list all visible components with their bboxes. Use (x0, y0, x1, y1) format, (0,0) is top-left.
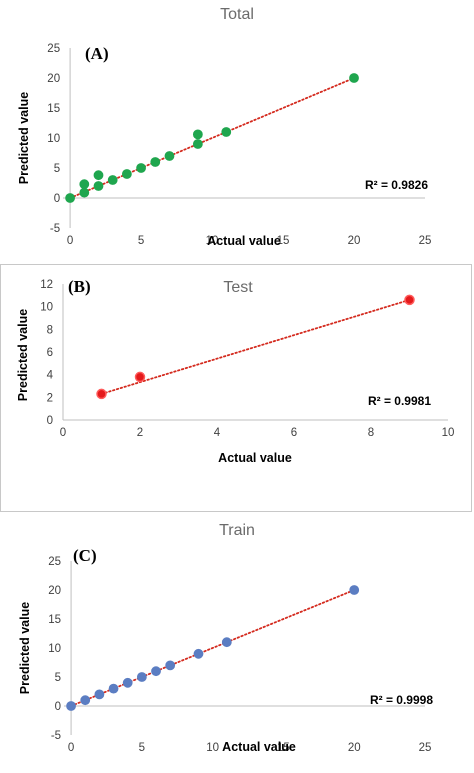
x-tick-label: 0 (68, 742, 74, 754)
x-tick-label: 25 (419, 235, 432, 247)
x-tick-label: 4 (214, 427, 221, 439)
data-point (107, 175, 118, 185)
y-tick-label: 20 (48, 585, 61, 597)
data-point (94, 689, 105, 700)
x-tick-label: 5 (139, 742, 145, 754)
trendline (100, 298, 411, 395)
chart-train: Train (C) 0 5 10 15 20 25 -5 0 5 10 15 20 25 Actual val… (18, 522, 433, 754)
r-squared-label: R² = 0.9981 (368, 394, 431, 408)
y-tick-label: -5 (51, 730, 61, 742)
y-tick-label: -5 (50, 223, 60, 235)
panel-test: Test (B) 0 2 4 6 8 10 0 2 4 6 8 10 12 Actual value Predi… (0, 264, 472, 512)
y-tick-label: 0 (54, 193, 60, 205)
data-point (192, 139, 203, 149)
data-point (93, 181, 104, 191)
chart-title: Train (219, 522, 255, 539)
chart-title: Total (220, 6, 254, 23)
panel-label: (C) (73, 546, 97, 565)
x-tick-label: 6 (291, 427, 297, 439)
panel-train: Train (C) 0 5 10 15 20 25 -5 0 5 10 15 20 25 Actual val… (0, 518, 474, 773)
x-tick-label: 25 (419, 742, 432, 754)
y-tick-label: 4 (47, 370, 54, 382)
y-tick-label: 25 (47, 43, 60, 55)
x-axis-label: Actual value (222, 740, 296, 754)
y-axis-label: Predicted value (17, 92, 31, 184)
chart-test: Test (B) 0 2 4 6 8 10 0 2 4 6 8 10 12 Actual value Predi… (16, 277, 455, 465)
data-point (80, 695, 91, 706)
x-tick-label: 15 (277, 235, 290, 247)
data-point (221, 637, 232, 648)
y-tick-label: 0 (47, 415, 53, 427)
data-point (349, 73, 359, 83)
x-tick-label: 20 (348, 742, 361, 754)
y-tick-label: 10 (48, 643, 61, 655)
y-tick-label: 6 (47, 347, 53, 359)
data-point (150, 157, 161, 167)
data-point (404, 294, 415, 306)
trendline (69, 77, 355, 199)
data-point (65, 193, 75, 203)
y-tick-label: 5 (55, 672, 61, 684)
y-tick-label: 5 (54, 163, 60, 175)
x-tick-label: 0 (67, 235, 73, 247)
x-tick-label: 15 (277, 742, 290, 754)
data-point (221, 127, 232, 137)
r-squared-label: R² = 0.9998 (370, 693, 433, 707)
data-point (79, 187, 90, 198)
x-tick-label: 5 (138, 235, 144, 247)
panel-label: (A) (85, 44, 109, 63)
data-point (93, 170, 104, 181)
data-point (79, 179, 90, 190)
data-point (193, 648, 204, 659)
x-tick-label: 10 (442, 427, 455, 439)
x-tick-label: 20 (348, 235, 361, 247)
data-point (66, 701, 76, 711)
data-point (108, 683, 119, 694)
data-point (96, 388, 107, 400)
x-tick-label: 10 (206, 235, 219, 247)
x-tick-label: 8 (368, 427, 374, 439)
data-point (121, 169, 132, 179)
y-tick-label: 15 (47, 103, 60, 115)
panel-total: Total (A) 0 5 10 15 20 25 -5 0 5 10 15 20 25 Actual val… (0, 0, 474, 258)
y-tick-label: 10 (40, 302, 53, 314)
chart-total: Total (A) 0 5 10 15 20 25 -5 0 5 10 15 20 25 Actual val… (17, 6, 432, 248)
panel-label: (B) (68, 277, 91, 296)
data-point (134, 371, 146, 383)
chart-title: Test (223, 279, 253, 296)
x-tick-label: 0 (60, 427, 66, 439)
y-tick-label: 10 (47, 133, 60, 145)
x-tick-label: 10 (206, 742, 219, 754)
y-axis-label: Predicted value (18, 602, 32, 694)
y-tick-label: 25 (48, 556, 61, 568)
y-axis-label: Predicted value (16, 309, 30, 401)
data-point (136, 672, 147, 682)
y-tick-label: 15 (48, 614, 61, 626)
data-point (151, 666, 161, 677)
data-point (164, 151, 175, 161)
data-point (122, 677, 133, 688)
data-point (165, 660, 176, 671)
r-squared-label: R² = 0.9826 (365, 178, 428, 192)
trendline (70, 589, 356, 707)
x-tick-label: 2 (137, 427, 143, 439)
x-axis-label: Actual value (207, 234, 281, 248)
y-tick-label: 2 (47, 392, 53, 404)
data-point (192, 129, 203, 140)
y-tick-label: 8 (47, 324, 53, 336)
y-tick-label: 0 (55, 701, 61, 713)
y-tick-label: 12 (40, 279, 53, 291)
x-axis-label: Actual value (218, 451, 292, 465)
data-point (349, 585, 360, 595)
data-point (136, 163, 146, 173)
y-tick-label: 20 (47, 73, 60, 85)
